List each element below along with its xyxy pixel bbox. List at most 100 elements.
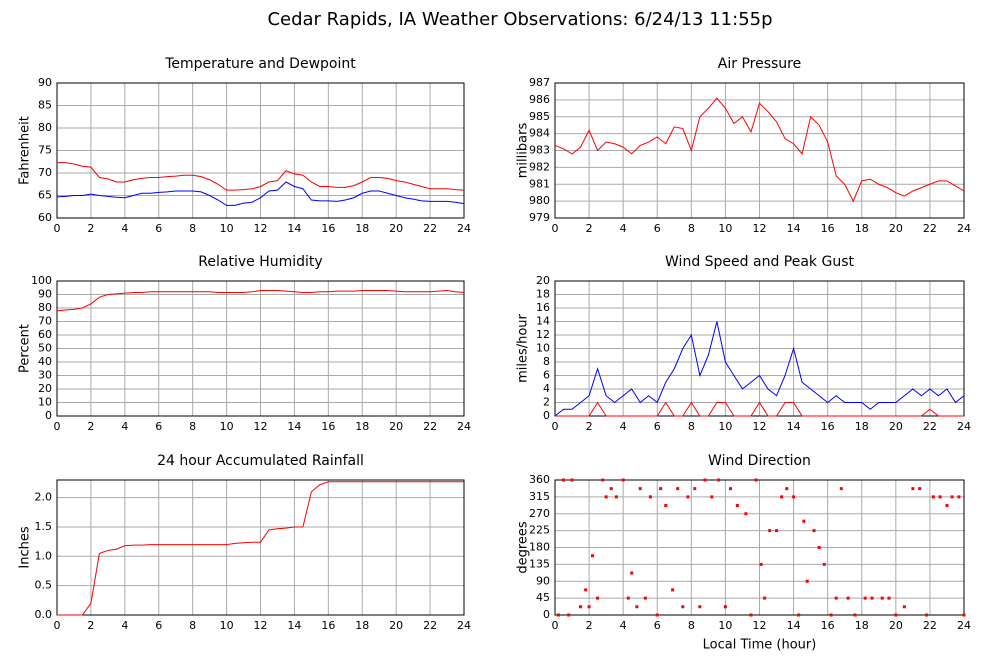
x-tick-label: 2 [586,619,593,632]
x-tick-label: 8 [688,222,695,235]
x-tick-label: 12 [753,619,767,632]
x-tick-label: 14 [787,619,801,632]
y-tick-label: 360 [529,473,550,486]
data-point [626,596,630,600]
data-line [57,481,464,616]
y-tick-label: 65 [38,189,52,202]
y-tick-label: 40 [38,355,52,368]
x-tick-label: 22 [923,420,937,433]
y-tick-label: 4 [543,382,550,395]
data-point [698,605,702,609]
data-point [621,478,625,482]
x-tick-label: 2 [87,420,94,433]
x-tick-label: 4 [620,222,627,235]
data-point [659,487,663,491]
data-point [587,605,591,609]
y-axis-label: Inches [18,526,33,568]
data-point [710,495,714,499]
plot-frame [554,280,965,417]
panel-title: Wind Speed and Peak Gust [665,254,854,270]
x-tick-label: 8 [189,619,196,632]
x-tick-label: 20 [889,420,903,433]
data-point [567,613,571,617]
y-tick-label: 0 [543,409,550,422]
data-point [681,605,685,609]
x-tick-label: 6 [155,420,162,433]
data-point [579,605,583,609]
data-point [584,588,588,592]
x-tick-label: 22 [423,420,437,433]
x-tick-label: 16 [321,619,335,632]
data-point [604,495,608,499]
x-tick-label: 6 [654,420,661,433]
data-point [754,478,758,482]
data-point [768,529,772,533]
y-tick-label: 90 [38,288,52,301]
x-tick-label: 20 [889,222,903,235]
y-tick-label: 984 [529,127,550,140]
data-point [931,495,935,499]
y-tick-label: 0 [543,608,550,621]
data-point [839,487,843,491]
data-point [676,487,680,491]
panel-title: Relative Humidity [198,254,322,270]
y-tick-label: 20 [536,274,550,287]
x-tick-label: 16 [321,420,335,433]
data-point [792,495,796,499]
data-point [562,478,566,482]
x-tick-label: 14 [787,420,801,433]
x-tick-label: 24 [957,420,971,433]
y-tick-label: 80 [38,121,52,134]
data-point [596,596,600,600]
x-tick-label: 14 [287,222,301,235]
x-tick-label: 12 [254,420,268,433]
y-tick-label: 0 [45,409,52,422]
data-point [822,562,826,566]
data-point [635,605,639,609]
data-point [655,613,659,617]
x-tick-label: 18 [355,222,369,235]
y-tick-label: 20 [38,382,52,395]
data-point [870,596,874,600]
y-tick-label: 6 [543,369,550,382]
y-tick-label: 45 [536,591,550,604]
y-tick-label: 100 [31,274,52,287]
data-point [834,596,838,600]
y-axis-label: miles/hour [516,313,531,382]
y-tick-label: 180 [529,541,550,554]
x-tick-label: 14 [287,420,301,433]
y-tick-label: 60 [38,211,52,224]
y-tick-label: 8 [543,355,550,368]
plot-frame [554,82,965,219]
x-tick-label: 18 [855,222,869,235]
data-point [812,529,816,533]
y-axis-label: Percent [18,324,33,373]
y-tick-label: 987 [529,76,550,89]
x-tick-label: 6 [155,619,162,632]
x-tick-label: 22 [923,222,937,235]
y-tick-label: 16 [536,301,550,314]
y-tick-label: 10 [536,342,550,355]
y-tick-label: 986 [529,93,550,106]
x-tick-label: 10 [220,619,234,632]
y-tick-label: 0.5 [35,579,53,592]
data-point [717,478,721,482]
y-tick-label: 14 [536,315,550,328]
x-tick-label: 4 [121,619,128,632]
x-tick-label: 24 [957,619,971,632]
x-tick-label: 18 [355,420,369,433]
y-tick-label: 18 [536,288,550,301]
x-tick-label: 0 [54,420,61,433]
x-tick-label: 0 [54,222,61,235]
data-point [918,487,922,491]
data-point [609,487,613,491]
x-tick-label: 4 [121,222,128,235]
data-point [763,596,767,600]
data-point [817,546,821,549]
y-tick-label: 135 [529,557,550,570]
x-tick-label: 0 [54,619,61,632]
y-tick-label: 1.0 [35,549,53,562]
x-tick-label: 2 [87,619,94,632]
